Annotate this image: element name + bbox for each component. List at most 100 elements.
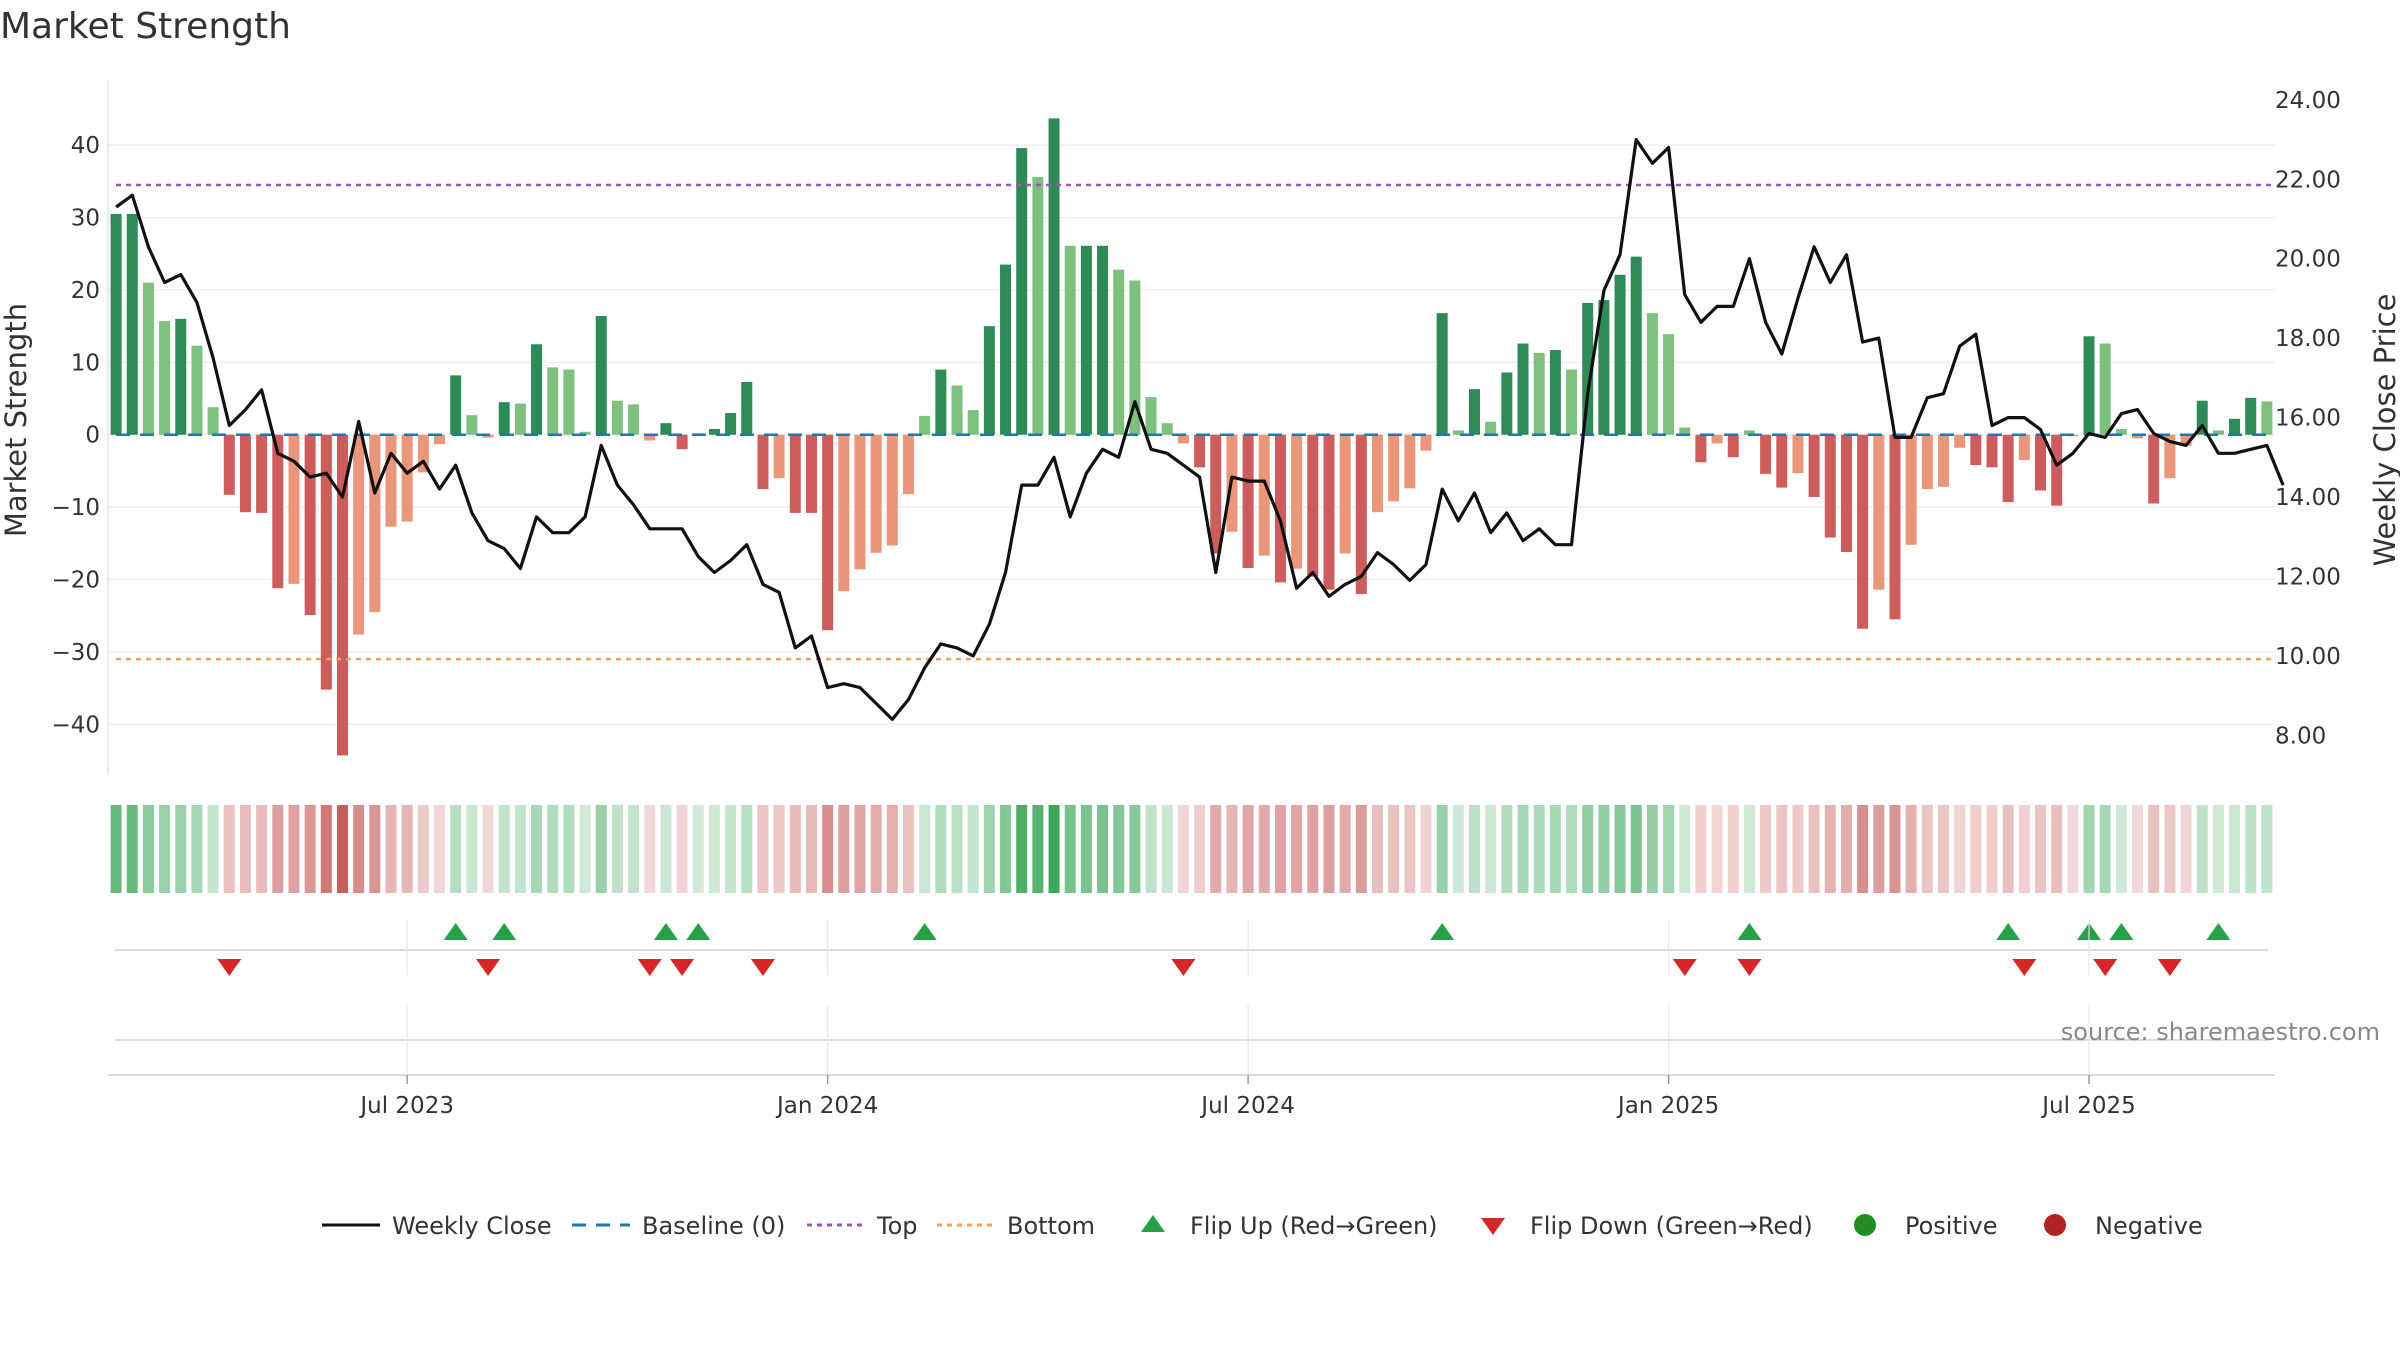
flip-up-marker <box>912 923 937 940</box>
heat-cell <box>1857 805 1869 893</box>
legend-item: Negative <box>2044 1212 2203 1240</box>
right-tick-label: 12.00 <box>2275 564 2341 590</box>
strength-bar <box>886 434 898 546</box>
strength-bar <box>1485 421 1497 435</box>
heat-cell <box>2212 805 2224 893</box>
flip-down-marker <box>476 959 501 976</box>
strength-bar <box>1242 434 1254 568</box>
heat-cell <box>2083 805 2095 893</box>
heat-cell <box>1889 805 1901 893</box>
strength-bar <box>191 345 203 435</box>
strength-bar <box>2083 336 2095 435</box>
flip-up-marker <box>2109 923 2134 940</box>
legend-swatch-down <box>1481 1218 1505 1235</box>
heat-cell <box>1533 805 1545 893</box>
strength-bar <box>1469 389 1481 435</box>
heat-cell <box>579 805 591 893</box>
heat-cell <box>1129 805 1141 893</box>
strength-bar <box>2180 434 2192 446</box>
right-tick-label: 16.00 <box>2275 406 2341 432</box>
flip-up-marker <box>2206 923 2231 940</box>
heat-cell <box>191 805 203 893</box>
strength-bar <box>1339 434 1351 554</box>
heat-cell <box>1210 805 1222 893</box>
strength-bar <box>1937 434 1949 487</box>
heat-cell <box>1323 805 1335 893</box>
strength-bar <box>676 434 688 450</box>
strength-bar <box>1840 434 1852 553</box>
heat-cell <box>644 805 656 893</box>
strength-bar <box>498 402 510 435</box>
heat-cell <box>1339 805 1351 893</box>
heat-cell <box>1582 805 1594 893</box>
strength-bar <box>1970 434 1982 466</box>
strength-bar <box>951 385 963 435</box>
flip-up-marker <box>492 923 517 940</box>
legend-label: Bottom <box>1007 1212 1095 1240</box>
heat-cell <box>757 805 769 893</box>
flip-down-marker <box>2093 959 2118 976</box>
heat-cell <box>1307 805 1319 893</box>
heat-cell <box>1663 805 1675 893</box>
heat-cell <box>482 805 494 893</box>
strength-bar <box>644 434 656 441</box>
heat-cell <box>320 805 332 893</box>
heat-cell <box>1485 805 1497 893</box>
heat-cell <box>1549 805 1561 893</box>
flip-markers <box>217 923 2231 976</box>
heat-cell <box>1016 805 1028 893</box>
flip-down-marker <box>2012 959 2037 976</box>
heat-cell <box>401 805 413 893</box>
strength-bar <box>579 431 591 435</box>
strength-bar <box>2018 434 2030 461</box>
heat-cell <box>838 805 850 893</box>
heat-cell <box>951 805 963 893</box>
flip-down-marker <box>750 959 775 976</box>
strength-bar <box>2132 434 2144 439</box>
heat-cell <box>563 805 575 893</box>
legend-label: Flip Down (Green→Red) <box>1530 1212 1813 1240</box>
strength-bar <box>1274 434 1286 583</box>
heat-cell <box>1646 805 1658 893</box>
strength-bar <box>288 434 300 584</box>
heat-cell <box>466 805 478 893</box>
heat-cell <box>2196 805 2208 893</box>
heat-cell <box>1986 805 1998 893</box>
right-tick-label: 18.00 <box>2275 326 2341 352</box>
heat-cell <box>1177 805 1189 893</box>
heat-cell <box>1711 805 1723 893</box>
strength-bar <box>223 434 235 495</box>
heat-cell <box>1371 805 1383 893</box>
left-tick-label: −40 <box>51 712 100 738</box>
heat-cell <box>1420 805 1432 893</box>
heat-cell <box>2002 805 2014 893</box>
x-tick-label: Jul 2025 <box>2040 1093 2136 1119</box>
flip-up-marker <box>1430 923 1455 940</box>
left-tick-label: 40 <box>71 133 100 159</box>
strength-bar <box>725 413 737 435</box>
heat-cell <box>1436 805 1448 893</box>
strength-bar <box>1048 118 1060 435</box>
strength-bar <box>741 381 753 435</box>
strength-bar <box>1258 434 1270 556</box>
heat-cell <box>1776 805 1788 893</box>
heat-cell <box>223 805 235 893</box>
strength-bar <box>1452 430 1464 435</box>
strength-bar <box>175 318 187 435</box>
strength-bar <box>595 316 607 435</box>
heat-cell <box>1501 805 1513 893</box>
strength-bar <box>2245 397 2257 435</box>
heat-cell <box>1404 805 1416 893</box>
strength-bar <box>854 434 866 570</box>
heat-cell <box>1873 805 1885 893</box>
heat-cell <box>1937 805 1949 893</box>
heat-cell <box>1113 805 1125 893</box>
strength-bar <box>2002 434 2014 503</box>
heat-cell <box>611 805 623 893</box>
heat-cell <box>175 805 187 893</box>
heat-cell <box>708 805 720 893</box>
heat-cell <box>1921 805 1933 893</box>
flip-down-marker <box>637 959 662 976</box>
strength-bar <box>1582 302 1594 435</box>
